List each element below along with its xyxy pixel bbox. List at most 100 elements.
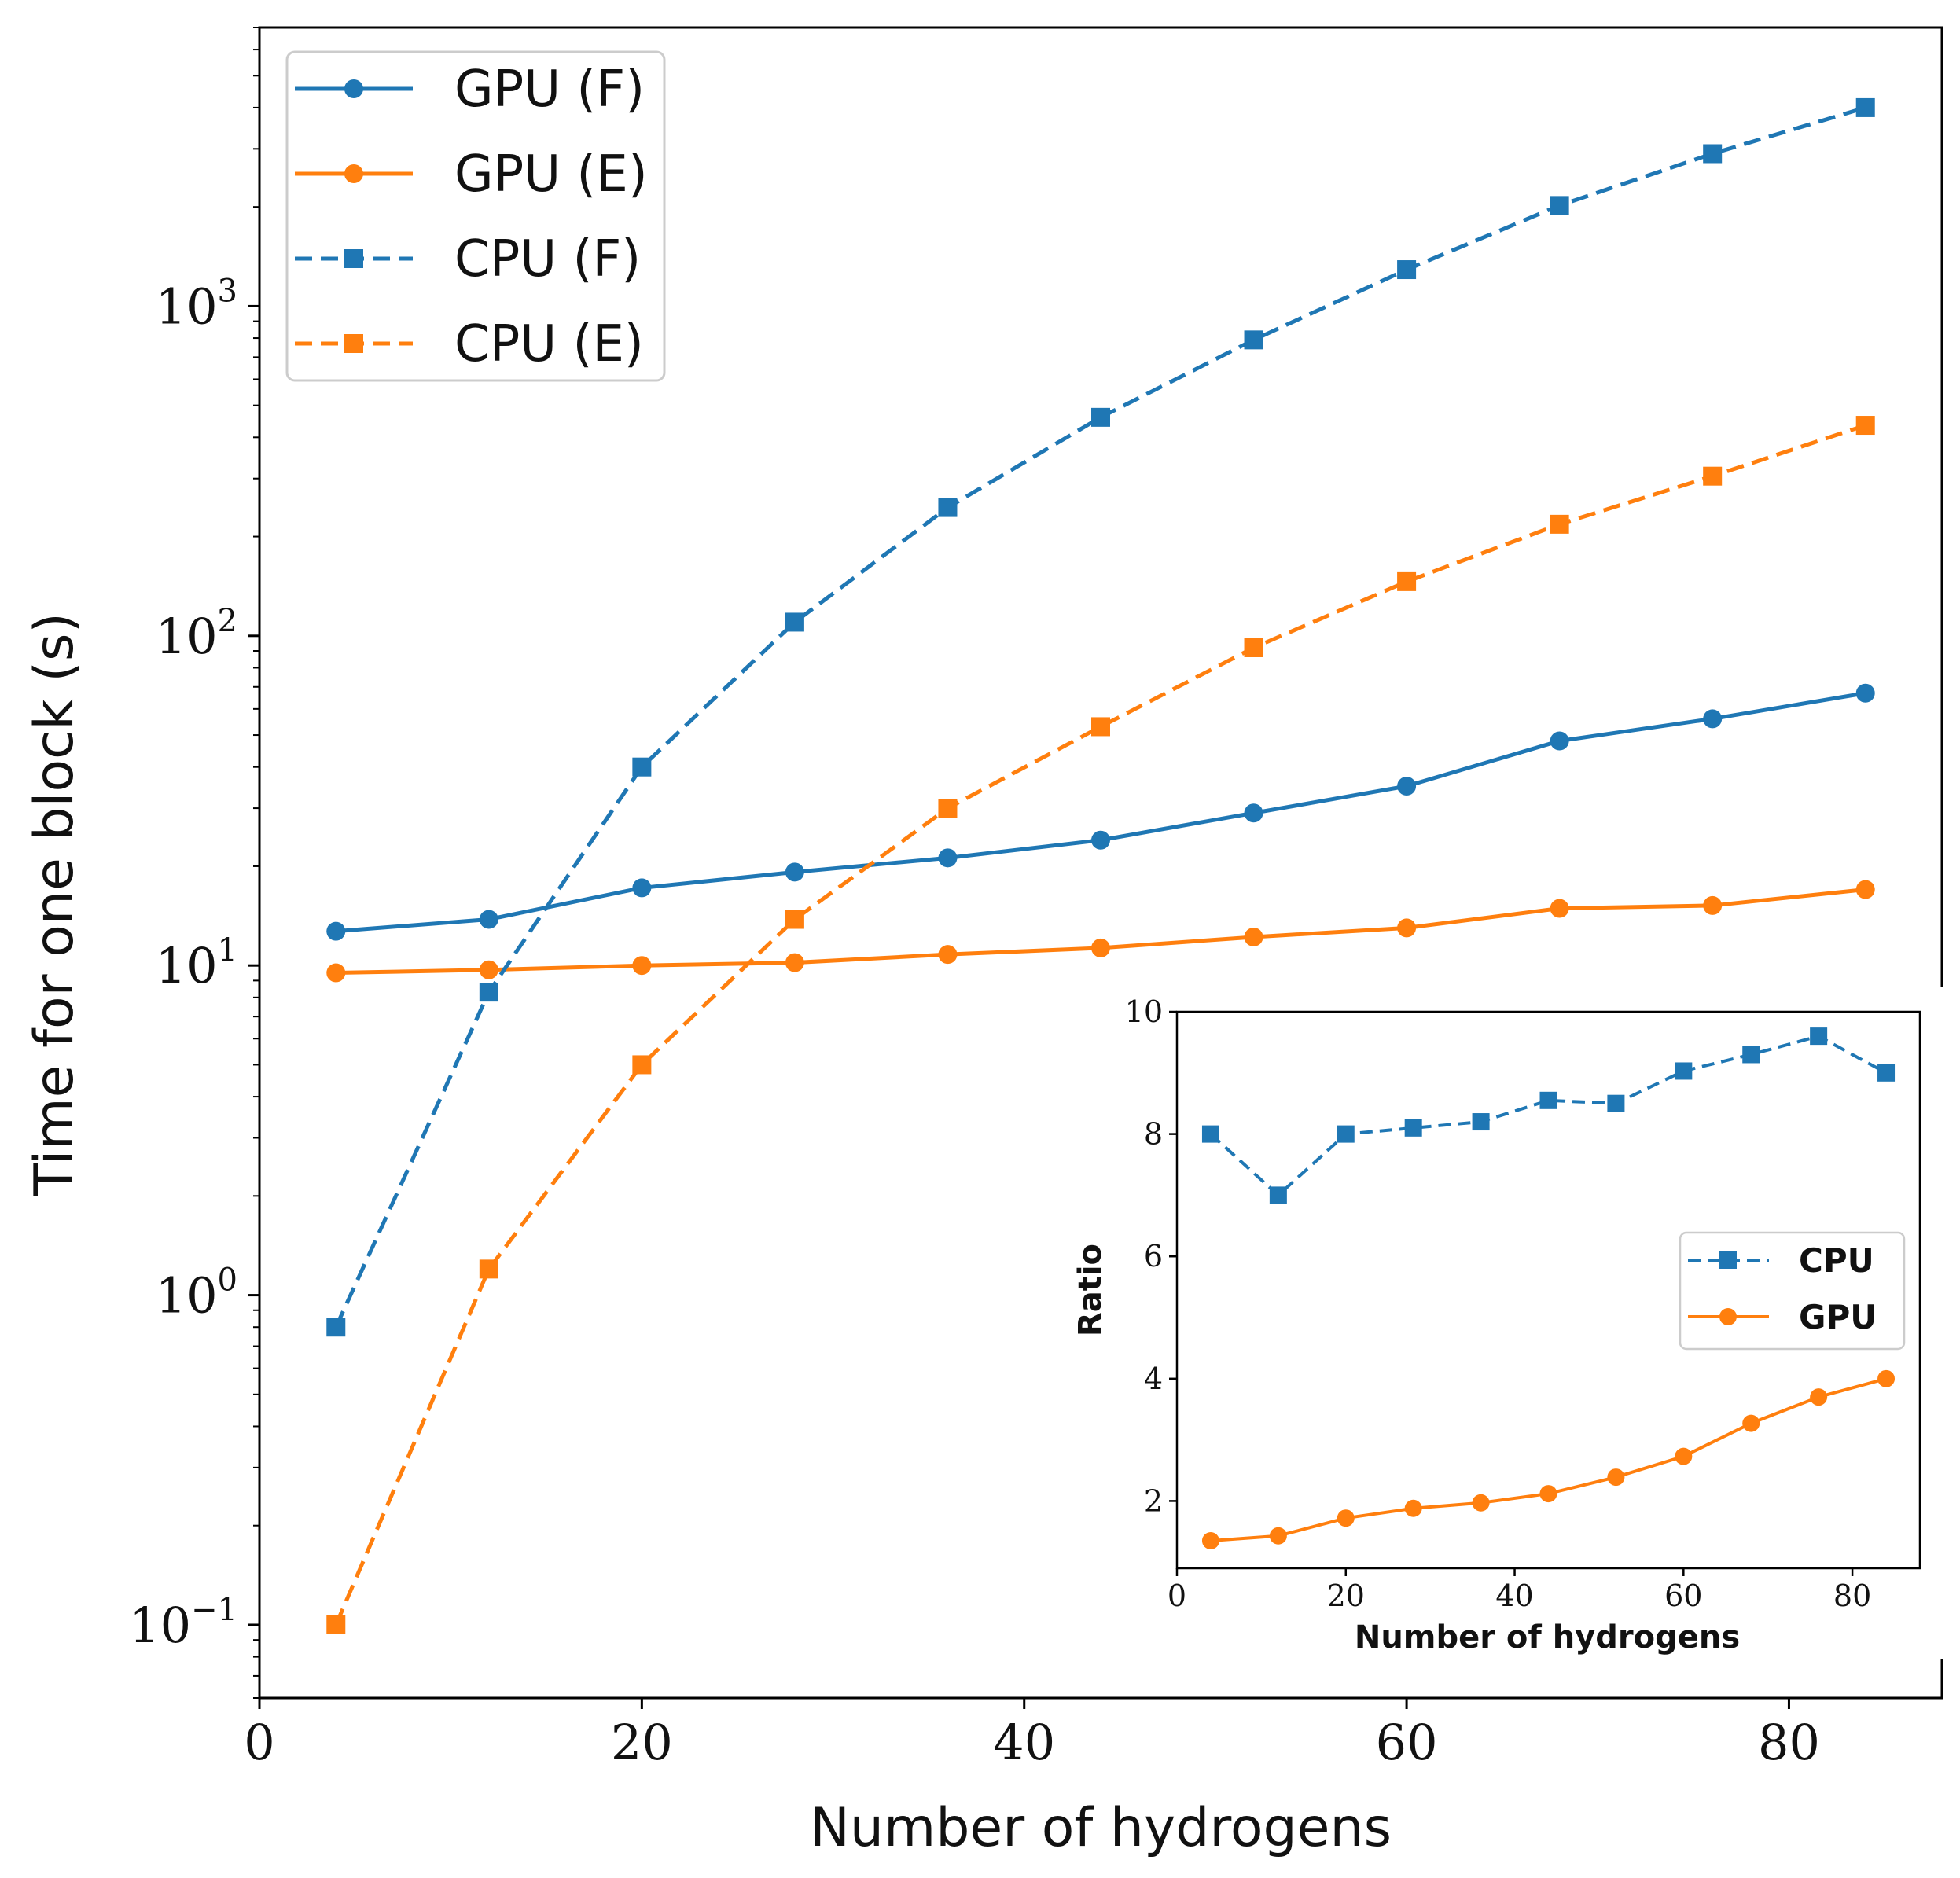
main-point-cpu-f <box>479 983 498 1002</box>
main-point-cpu-e <box>479 1259 498 1279</box>
main-point-gpu-e <box>785 953 804 972</box>
main-point-gpu-e <box>479 960 498 979</box>
inset-legend-marker-gpu <box>1719 1308 1737 1325</box>
inset-y-tick-label: 2 <box>1144 1483 1163 1518</box>
main-point-gpu-e <box>326 963 346 983</box>
main-y-tick-label: 102 <box>156 603 237 665</box>
main-x-tick-label: 80 <box>1758 1714 1820 1771</box>
inset-legend-marker-cpu <box>1719 1251 1737 1269</box>
main-point-gpu-e <box>632 956 652 976</box>
main-y-axis-label: Time for one block (s) <box>24 612 86 1196</box>
inset-point-gpu <box>1539 1485 1557 1503</box>
main-point-gpu-e <box>1855 880 1875 899</box>
main-point-cpu-e <box>326 1615 346 1634</box>
inset-legend-label-gpu: GPU <box>1799 1298 1877 1336</box>
main-series-line-cpu-e <box>333 423 1866 1626</box>
main-point-gpu-e <box>938 945 958 965</box>
main-point-cpu-f <box>1244 330 1263 350</box>
inset-legend: CPU GPU <box>1679 1231 1906 1351</box>
main-legend-box <box>285 50 666 382</box>
inset-x-axis-label: Number of hydrogens <box>1355 1619 1740 1656</box>
inset-y-axis-label: Ratio <box>1072 1244 1109 1336</box>
inset-y-tick-label: 4 <box>1144 1362 1163 1396</box>
main-point-gpu-f <box>785 862 804 882</box>
main-point-cpu-e <box>785 910 804 929</box>
main-y-tick-label: 100 <box>156 1262 237 1325</box>
inset-y-tick-label: 6 <box>1144 1239 1163 1273</box>
main-y-tick-label: 101 <box>156 932 237 994</box>
inset-series <box>1201 1027 1896 1549</box>
inset-point-gpu <box>1675 1447 1693 1465</box>
inset-point-cpu <box>1404 1119 1422 1137</box>
main-point-cpu-e <box>1550 514 1569 534</box>
main-point-gpu-f <box>1397 777 1417 796</box>
inset-plot: 0 20 40 60 80 2 4 6 8 10 Number of hydrogens Rati… <box>1072 987 1950 1659</box>
main-point-cpu-e <box>1397 571 1417 591</box>
main-legend-label-cpu-e: CPU (E) <box>454 315 644 373</box>
inset-x-tick-label: 20 <box>1327 1578 1365 1613</box>
inset-point-gpu <box>1742 1414 1760 1432</box>
main-x-tick-label: 40 <box>993 1714 1055 1771</box>
main-point-cpu-f <box>938 498 958 517</box>
inset-x-tick-label: 60 <box>1664 1578 1702 1613</box>
main-point-cpu-f <box>785 612 804 632</box>
inset-point-cpu <box>1675 1062 1693 1080</box>
main-point-gpu-f <box>938 848 958 868</box>
main-point-cpu-e <box>1703 466 1723 486</box>
main-y-tick-label: 10−1 <box>129 1592 237 1654</box>
main-point-cpu-f <box>1397 260 1417 280</box>
inset-axes-frame <box>1175 1010 1921 1570</box>
inset-ticks: 0 20 40 60 80 2 4 6 8 10 <box>1125 994 1872 1613</box>
main-point-cpu-f <box>632 757 652 777</box>
main-point-cpu-f <box>1091 407 1110 427</box>
main-point-cpu-f <box>1855 97 1875 117</box>
main-point-gpu-e <box>1550 899 1569 918</box>
inset-point-cpu <box>1742 1046 1760 1064</box>
main-legend-label-gpu-f: GPU (F) <box>454 61 645 119</box>
main-point-gpu-e <box>1703 895 1723 915</box>
main-point-gpu-f <box>1550 731 1569 751</box>
inset-legend-label-cpu: CPU <box>1799 1241 1874 1280</box>
main-point-cpu-e <box>1855 416 1875 436</box>
inset-point-cpu <box>1472 1113 1490 1131</box>
main-x-tick-label: 0 <box>244 1714 274 1771</box>
inset-point-gpu <box>1607 1468 1625 1487</box>
inset-x-tick-label: 0 <box>1168 1578 1186 1613</box>
inset-x-tick-label: 40 <box>1495 1578 1533 1613</box>
inset-point-cpu <box>1539 1091 1557 1109</box>
inset-point-gpu <box>1337 1509 1355 1527</box>
main-point-cpu-f <box>1703 144 1723 164</box>
main-point-gpu-f <box>1244 803 1263 823</box>
main-point-gpu-e <box>1244 927 1263 946</box>
main-series <box>326 97 1875 1634</box>
inset-point-cpu <box>1201 1125 1219 1143</box>
inset-point-cpu <box>1877 1064 1896 1082</box>
inset-point-cpu <box>1337 1125 1355 1143</box>
main-point-cpu-e <box>1244 638 1263 657</box>
main-point-gpu-f <box>632 878 652 898</box>
main-point-gpu-f <box>479 910 498 929</box>
main-point-cpu-e <box>938 799 958 818</box>
main-legend-marker-cpu-e <box>344 334 363 353</box>
main-point-gpu-f <box>1855 683 1875 703</box>
main-point-gpu-f <box>326 921 346 941</box>
inset-x-tick-label: 80 <box>1833 1578 1871 1613</box>
main-legend-label-gpu-e: GPU (E) <box>454 145 648 204</box>
main-point-cpu-f <box>1550 196 1569 215</box>
main-legend-marker-cpu-f <box>344 249 363 268</box>
inset-point-gpu <box>1472 1494 1490 1512</box>
inset-point-gpu <box>1269 1527 1287 1545</box>
inset-point-gpu <box>1404 1499 1422 1517</box>
inset-point-gpu <box>1877 1369 1896 1387</box>
main-x-tick-label: 20 <box>611 1714 673 1771</box>
inset-point-cpu <box>1810 1027 1828 1046</box>
main-point-gpu-e <box>1091 938 1110 957</box>
inset-point-gpu <box>1810 1388 1828 1406</box>
inset-y-tick-label: 10 <box>1125 994 1163 1029</box>
main-point-cpu-f <box>326 1318 346 1337</box>
main-point-cpu-e <box>632 1055 652 1075</box>
main-point-gpu-f <box>1091 830 1110 850</box>
